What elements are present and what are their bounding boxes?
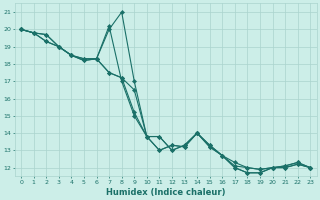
X-axis label: Humidex (Indice chaleur): Humidex (Indice chaleur) [106, 188, 225, 197]
